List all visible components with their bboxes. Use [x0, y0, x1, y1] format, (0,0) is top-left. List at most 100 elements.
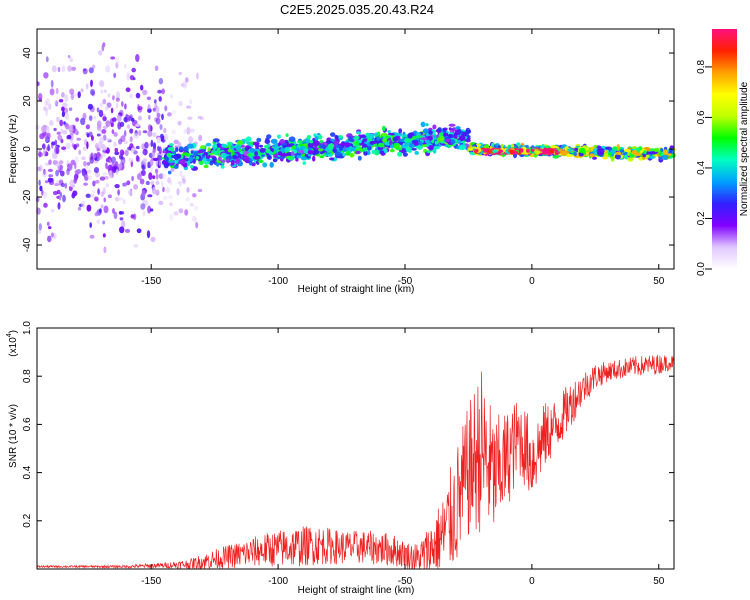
heatmap-cell [624, 148, 631, 153]
heatmap-cell [643, 150, 647, 155]
heatmap-cell [101, 43, 105, 52]
heatmap-cell [325, 140, 333, 144]
heatmap-cell [111, 129, 115, 134]
heatmap-cell [314, 135, 319, 142]
heatmap-cell [69, 88, 75, 95]
heatmap-cell [249, 148, 255, 153]
heatmap-cell [119, 226, 125, 234]
heatmap-cell [245, 155, 250, 162]
heatmap-cell [453, 135, 458, 139]
heatmap-cell [333, 140, 340, 146]
heatmap-cell [188, 136, 194, 144]
heatmap-cell [288, 143, 295, 147]
heatmap-cell [145, 180, 150, 186]
heatmap-cell [207, 147, 211, 152]
spectrogram-ytick-label: -20 [22, 189, 33, 204]
heatmap-cell [118, 211, 123, 215]
heatmap-cell [104, 89, 107, 93]
heatmap-cell [186, 187, 190, 193]
heatmap-cell [56, 131, 61, 135]
colorbar-ticks: 0.0 0.2 0.4 0.6 0.8 [696, 60, 712, 276]
heatmap-cell [624, 154, 628, 160]
heatmap-cell [193, 205, 199, 211]
heatmap-cell [77, 91, 81, 99]
snr-xtick-label: 0 [529, 576, 535, 587]
heatmap-cell [93, 116, 97, 120]
heatmap-cell [403, 142, 410, 147]
heatmap-cell [615, 151, 622, 155]
heatmap-cell [115, 56, 120, 65]
heatmap-cell [119, 154, 124, 160]
heatmap-cell [59, 170, 65, 177]
heatmap-cell [45, 162, 50, 166]
heatmap-cell [124, 103, 127, 110]
heatmap-cell [197, 115, 202, 120]
heatmap-cell [270, 138, 278, 144]
heatmap-cell [100, 191, 105, 197]
svg-text:(x104): (x104) [6, 330, 19, 357]
heatmap-cell [230, 159, 235, 166]
heatmap-cell [196, 72, 199, 80]
colorbar-tick-label: 0.0 [696, 262, 707, 276]
heatmap-cell [465, 129, 471, 134]
heatmap-cell [71, 66, 77, 71]
heatmap-cell [255, 143, 260, 149]
heatmap-cell [107, 93, 111, 98]
heatmap-cell [225, 151, 229, 154]
heatmap-cell [103, 246, 107, 254]
heatmap-cell [307, 150, 315, 155]
heatmap-cell [443, 132, 449, 138]
heatmap-cell [309, 139, 314, 144]
heatmap-cell [236, 140, 244, 145]
snr-panel: -150 -100 -50 0 50 0.2 0.4 0.6 0.8 1.0 Height of … [6, 321, 675, 596]
heatmap-cell [168, 195, 173, 200]
heatmap-cell [113, 211, 118, 220]
heatmap-cell [53, 159, 59, 167]
heatmap-cell [59, 119, 64, 127]
heatmap-cell [140, 169, 146, 176]
heatmap-cell [129, 136, 133, 143]
heatmap-cell [168, 160, 175, 164]
heatmap-cell [317, 134, 323, 140]
heatmap-cell [182, 178, 186, 184]
heatmap-cell [69, 57, 74, 62]
heatmap-cell [170, 146, 175, 152]
heatmap-cell [54, 99, 60, 106]
heatmap-cell [51, 152, 55, 159]
spectrogram-xtick-label: 0 [529, 276, 535, 287]
heatmap-cell [635, 147, 640, 152]
heatmap-cell [59, 160, 64, 165]
heatmap-cell [59, 164, 63, 171]
heatmap-cell [376, 136, 380, 141]
heatmap-cell [162, 172, 167, 180]
heatmap-cell [106, 138, 111, 141]
heatmap-cell [156, 112, 161, 118]
heatmap-cell [214, 151, 218, 156]
heatmap-cell [51, 141, 56, 146]
heatmap-cell [330, 132, 336, 137]
heatmap-cell [147, 104, 151, 111]
heatmap-cell [137, 115, 142, 121]
heatmap-cell [87, 103, 93, 110]
heatmap-cell [133, 77, 136, 81]
heatmap-cell [187, 160, 191, 167]
heatmap-cell [178, 159, 186, 165]
heatmap-cell [70, 159, 76, 166]
heatmap-cell [390, 144, 395, 149]
heatmap-cell [73, 173, 78, 181]
heatmap-cell [648, 155, 656, 159]
heatmap-cell [420, 121, 426, 128]
heatmap-cell [158, 200, 164, 206]
heatmap-cell [424, 139, 431, 144]
heatmap-cell [92, 189, 96, 194]
spectrogram-ytick-label: 40 [22, 47, 33, 59]
heatmap-cell [173, 211, 179, 216]
heatmap-cell [312, 155, 316, 162]
heatmap-cell [183, 146, 189, 152]
heatmap-cell [589, 153, 595, 157]
snr-xtick-label: -100 [268, 576, 288, 587]
heatmap-cell [338, 145, 343, 152]
heatmap-cell [155, 173, 159, 180]
heatmap-cell [54, 183, 59, 187]
heatmap-cell [244, 147, 249, 152]
